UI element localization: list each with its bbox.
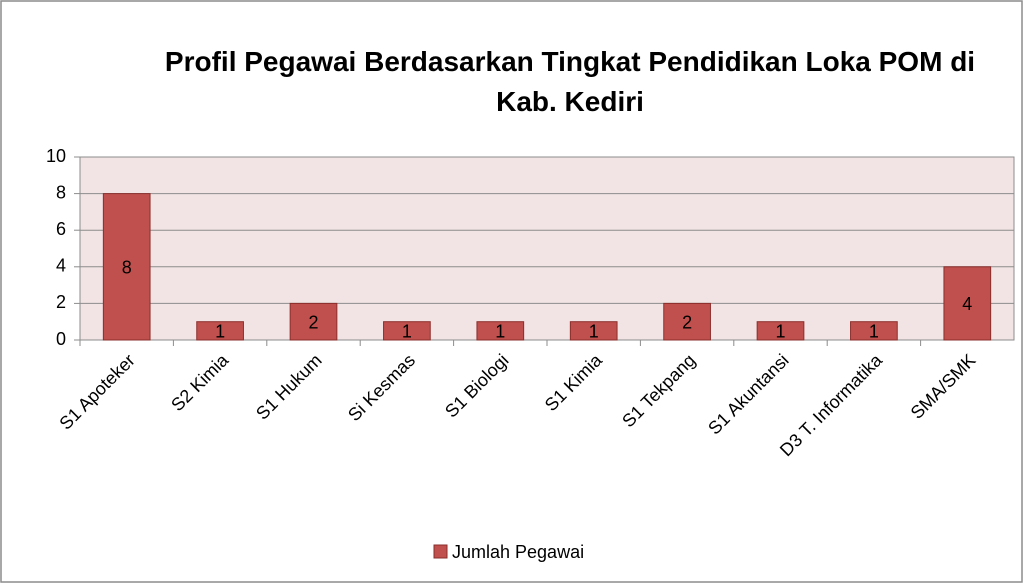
- bar: [196, 321, 244, 341]
- data-label: 4: [962, 294, 972, 314]
- bar: [943, 266, 992, 341]
- data-label: 1: [869, 322, 879, 342]
- y-tick-label: 0: [56, 329, 66, 349]
- bar: [850, 321, 898, 341]
- plot-area: [79, 156, 1015, 341]
- y-tick-label: 2: [56, 292, 66, 312]
- data-label: 1: [402, 322, 412, 342]
- y-tick-label: 4: [56, 256, 66, 276]
- y-tick-label: 8: [56, 182, 66, 202]
- bar: [756, 321, 805, 341]
- y-tick-label: 10: [46, 146, 66, 166]
- data-label: 1: [495, 322, 505, 342]
- legend-swatch: [433, 544, 448, 559]
- data-label: 2: [308, 312, 318, 332]
- data-label: 1: [775, 322, 785, 342]
- chart-title: Profil Pegawai Berdasarkan Tingkat Pendi…: [164, 46, 976, 117]
- data-label: 1: [215, 322, 225, 342]
- y-tick-label: 6: [56, 219, 66, 239]
- bar: [383, 321, 431, 341]
- bar: [569, 321, 618, 341]
- data-label: 2: [682, 312, 692, 332]
- bar: [289, 302, 338, 341]
- legend-label: Jumlah Pegawai: [452, 542, 584, 562]
- bar: [102, 193, 151, 341]
- bar: [663, 302, 711, 341]
- data-label: 8: [122, 258, 132, 278]
- bar: [476, 321, 525, 341]
- data-label: 1: [589, 322, 599, 342]
